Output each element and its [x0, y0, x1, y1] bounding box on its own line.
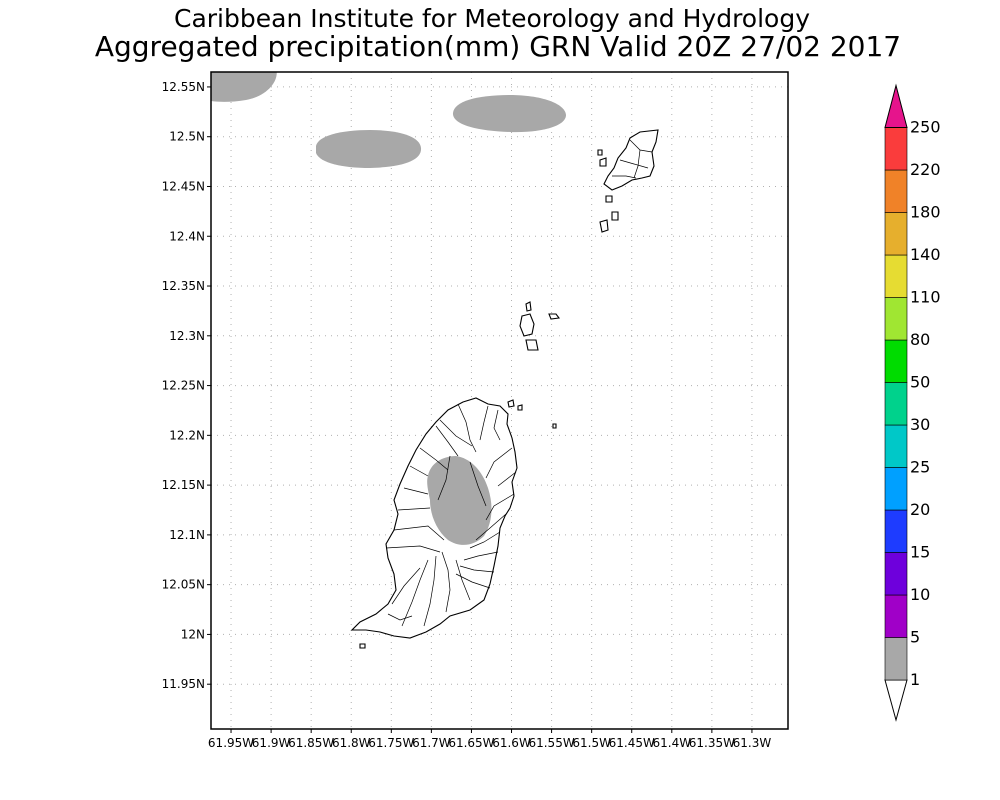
lat-tick-label: 12.1N [169, 528, 205, 542]
lon-tick-label: 61.95W [208, 736, 254, 750]
lat-tick-label: 12.3N [169, 329, 205, 343]
legend-swatch [884, 467, 908, 511]
lon-tick-label: 61.35W [689, 736, 735, 750]
lat-tick-label: 12.15N [162, 478, 205, 492]
lat-tick-label: 12N [181, 627, 205, 641]
legend-label: 220 [910, 160, 941, 179]
lat-tick-label: 11.95N [162, 677, 205, 691]
legend-label: 20 [910, 500, 930, 519]
lon-tick-label: 61.6W [492, 736, 531, 750]
islet-central-2 [519, 313, 535, 337]
legend-swatch [884, 169, 908, 213]
islet-east-3 [552, 423, 557, 429]
lat-tick-label: 12.45N [162, 179, 205, 193]
lon-tick-label: 61.65W [448, 736, 494, 750]
legend-swatch-below [884, 679, 908, 722]
grid-lines [211, 72, 788, 729]
map-background [211, 72, 788, 729]
legend-swatch [884, 637, 908, 681]
islet-carriacou-3 [605, 195, 613, 203]
islet-carriacou-2 [599, 157, 607, 167]
map-plot-area [211, 72, 788, 729]
islet-central-4 [548, 313, 561, 320]
lat-tick-label: 12.25N [162, 379, 205, 393]
legend-label: 5 [910, 628, 920, 647]
lon-tick-label: 61.9W [252, 736, 291, 750]
lon-tick-label: 61.5W [572, 736, 611, 750]
legend-label: 50 [910, 373, 930, 392]
carriacou-island-coast [603, 129, 659, 191]
islet-central-1 [525, 301, 532, 312]
legend-swatch [884, 552, 908, 596]
precipitation-areas [211, 72, 566, 168]
islet-east-1 [507, 399, 515, 408]
legend-label: 140 [910, 245, 941, 264]
legend-label: 110 [910, 288, 941, 307]
legend-swatch [884, 127, 908, 171]
lat-tick-label: 12.05N [162, 578, 205, 592]
title-line-2: Aggregated precipitation(mm) GRN Valid 2… [95, 30, 901, 63]
carriacou-parish-boundaries [612, 139, 653, 179]
islet-central-3 [525, 339, 539, 351]
legend-label: 15 [910, 543, 930, 562]
legend-swatch [884, 339, 908, 383]
legend-swatch [884, 509, 908, 553]
lon-tick-label: 61.85W [288, 736, 334, 750]
grenada-parish-boundaries [385, 403, 517, 627]
legend-label: 80 [910, 330, 930, 349]
legend-label: 25 [910, 458, 930, 477]
lon-tick-label: 61.75W [368, 736, 414, 750]
lon-tick-label: 61.7W [412, 736, 451, 750]
legend-swatch [884, 254, 908, 298]
islet-carriacou-1 [597, 149, 603, 156]
islet-southwest [359, 643, 366, 649]
lat-tick-label: 12.55N [162, 80, 205, 94]
lon-tick-label: 61.55W [528, 736, 574, 750]
title-line-1: Caribbean Institute for Meteorology and … [174, 4, 810, 33]
lat-tick-label: 12.5N [169, 130, 205, 144]
latitude-tick-labels: 12.55N 12.5N 12.45N 12.4N 12.35N 12.3N 12.25N 1… [162, 80, 211, 691]
legend-label: 1 [910, 670, 920, 689]
lon-tick-label: 61.4W [653, 736, 692, 750]
lon-tick-label: 61.8W [332, 736, 371, 750]
legend-swatch-above [884, 83, 908, 128]
islet-east-2 [517, 404, 523, 411]
legend-swatch [884, 424, 908, 468]
islet-carriacou-5 [599, 219, 609, 233]
rain-area-north-east [452, 95, 566, 133]
legend-label: 10 [910, 585, 930, 604]
rain-area-north-west [316, 130, 422, 168]
legend-label: 30 [910, 415, 930, 434]
plot-border [210, 71, 789, 730]
legend-swatch [884, 382, 908, 426]
lat-tick-label: 12.2N [169, 428, 205, 442]
lat-tick-label: 12.4N [169, 229, 205, 243]
lon-tick-label: 61.45W [609, 736, 655, 750]
legend-label: 180 [910, 203, 941, 222]
lon-tick-label: 61.3W [733, 736, 772, 750]
legend-swatch [884, 594, 908, 638]
lat-tick-label: 12.35N [162, 279, 205, 293]
legend-swatch [884, 212, 908, 256]
longitude-tick-labels: 61.95W61.9W61.85W61.8W61.75W61.7W61.65W6… [208, 729, 771, 750]
legend-swatch [884, 297, 908, 341]
islet-carriacou-4 [611, 211, 619, 221]
rain-area-northwest-corner [211, 72, 277, 102]
legend-label: 250 [910, 118, 941, 137]
